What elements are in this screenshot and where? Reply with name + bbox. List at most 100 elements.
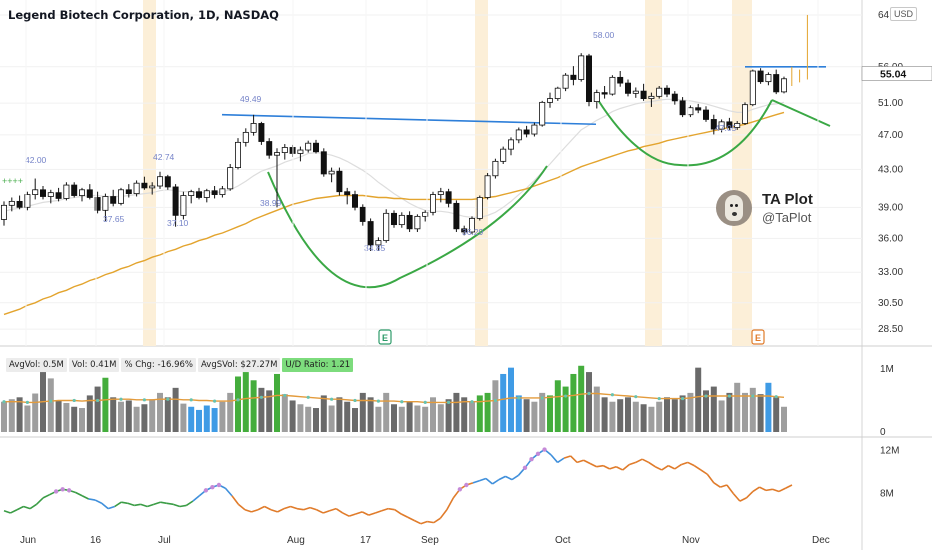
volume-axis-label: 0 (880, 427, 886, 438)
volume-bar (180, 403, 187, 432)
volume-bar (430, 397, 436, 432)
highlight-band (732, 0, 752, 346)
volume-bar (664, 397, 670, 432)
chart-title: Legend Biotech Corporation, 1D, NASDAQ (8, 8, 279, 22)
rs-line-segment (720, 484, 728, 488)
volume-avg-dot (119, 397, 123, 401)
volume-bar (383, 392, 390, 432)
candle-body (664, 87, 671, 95)
volume-bar (24, 405, 31, 432)
volume-bar (726, 392, 733, 432)
rs-line-segment (277, 507, 285, 513)
rs-line-segment (121, 501, 128, 505)
volume-bar (235, 376, 241, 432)
stat-pct-chg: % Chg: -16.96% (121, 358, 196, 372)
candle-body (453, 202, 460, 230)
rs-line-segment (42, 493, 50, 499)
volume-bar (625, 397, 631, 432)
candle-body (266, 141, 273, 156)
candle-body (305, 142, 312, 151)
rs-line-segment (335, 507, 344, 514)
volume-avg-line (4, 392, 785, 404)
rs-line-segment (420, 520, 428, 525)
volume-bar (305, 406, 312, 432)
volume-bar (16, 397, 23, 432)
candle-body (297, 149, 304, 154)
stat-vol: Vol: 0.41M (68, 358, 120, 372)
rs-line-segment (427, 520, 434, 524)
candle-body (640, 90, 647, 99)
rs-line-segment (88, 498, 96, 501)
candle-body (679, 100, 686, 116)
volume-bar (118, 401, 124, 432)
volume-bar (484, 392, 491, 432)
candle-body (141, 182, 148, 189)
candle-body (102, 196, 109, 211)
candle-body (118, 189, 125, 204)
volume-bar (188, 406, 195, 432)
rs-line-segment (16, 505, 24, 511)
candle-body (398, 214, 405, 226)
candle-body (406, 214, 413, 230)
candle-body (320, 151, 327, 175)
rs-line-segment (498, 475, 506, 481)
rs-line-segment (479, 477, 487, 482)
price-axis-label: 47.00 (878, 130, 903, 141)
candle-body (726, 121, 733, 128)
volume-bar (586, 372, 592, 432)
volume-bar (164, 397, 171, 432)
volume-avg-dot (681, 396, 685, 401)
volume-bar (492, 380, 499, 432)
volume-avg-dot (213, 399, 217, 403)
candle-body (164, 176, 171, 188)
candle-body (312, 142, 319, 153)
rs-line-segment (576, 459, 584, 464)
rs-line-segment (114, 501, 122, 508)
volume-bar (32, 393, 39, 432)
rs-line-segment (355, 511, 363, 515)
rs-line-segment (251, 508, 259, 513)
watermark: TA Plot @TaPlot (716, 190, 813, 226)
candle-body (671, 93, 678, 102)
volume-bar (734, 382, 741, 432)
x-axis-label: Jul (158, 535, 171, 546)
cup-curve-2 (597, 99, 773, 167)
candle-body (359, 206, 366, 222)
volume-bar (617, 399, 624, 432)
candle-body (586, 55, 593, 103)
volume-bar (110, 397, 117, 432)
rs-line-segment (589, 462, 597, 468)
volume-bar (515, 395, 522, 432)
rs-line-segment (134, 503, 141, 507)
candle-body (195, 191, 202, 198)
rs-line-segment (583, 459, 591, 465)
candle-body (351, 194, 358, 208)
price-axis-label: 39.00 (878, 202, 903, 213)
rs-line-segment (244, 508, 252, 513)
earnings-marker (378, 329, 392, 345)
rs-line-segment (283, 505, 291, 510)
candle-body (344, 191, 351, 195)
rs-line-segment (687, 461, 695, 467)
volume-bar (476, 395, 483, 432)
stat-avg-dollar-vol: AvgSVol: $27.27M (197, 358, 281, 372)
candle-body (500, 148, 507, 162)
candle-body (383, 212, 390, 241)
x-axis-label: Nov (682, 535, 700, 546)
rs-line-segment (185, 500, 194, 507)
rs-line-segment (674, 463, 682, 470)
resistance-line (221, 113, 597, 126)
volume-bar (1, 401, 7, 432)
candle-body (437, 191, 444, 195)
last-price-badge (861, 66, 932, 81)
currency-badge[interactable]: USD (890, 7, 918, 21)
volume-avg-dot (610, 393, 615, 397)
candle-body (16, 200, 23, 208)
rs-new-high-dot (53, 489, 59, 494)
rs-line-segment (153, 501, 161, 506)
candle-body (40, 189, 47, 197)
volume-bar (55, 400, 62, 432)
rs-line-segment (237, 503, 246, 511)
rs-line-segment (329, 507, 337, 512)
